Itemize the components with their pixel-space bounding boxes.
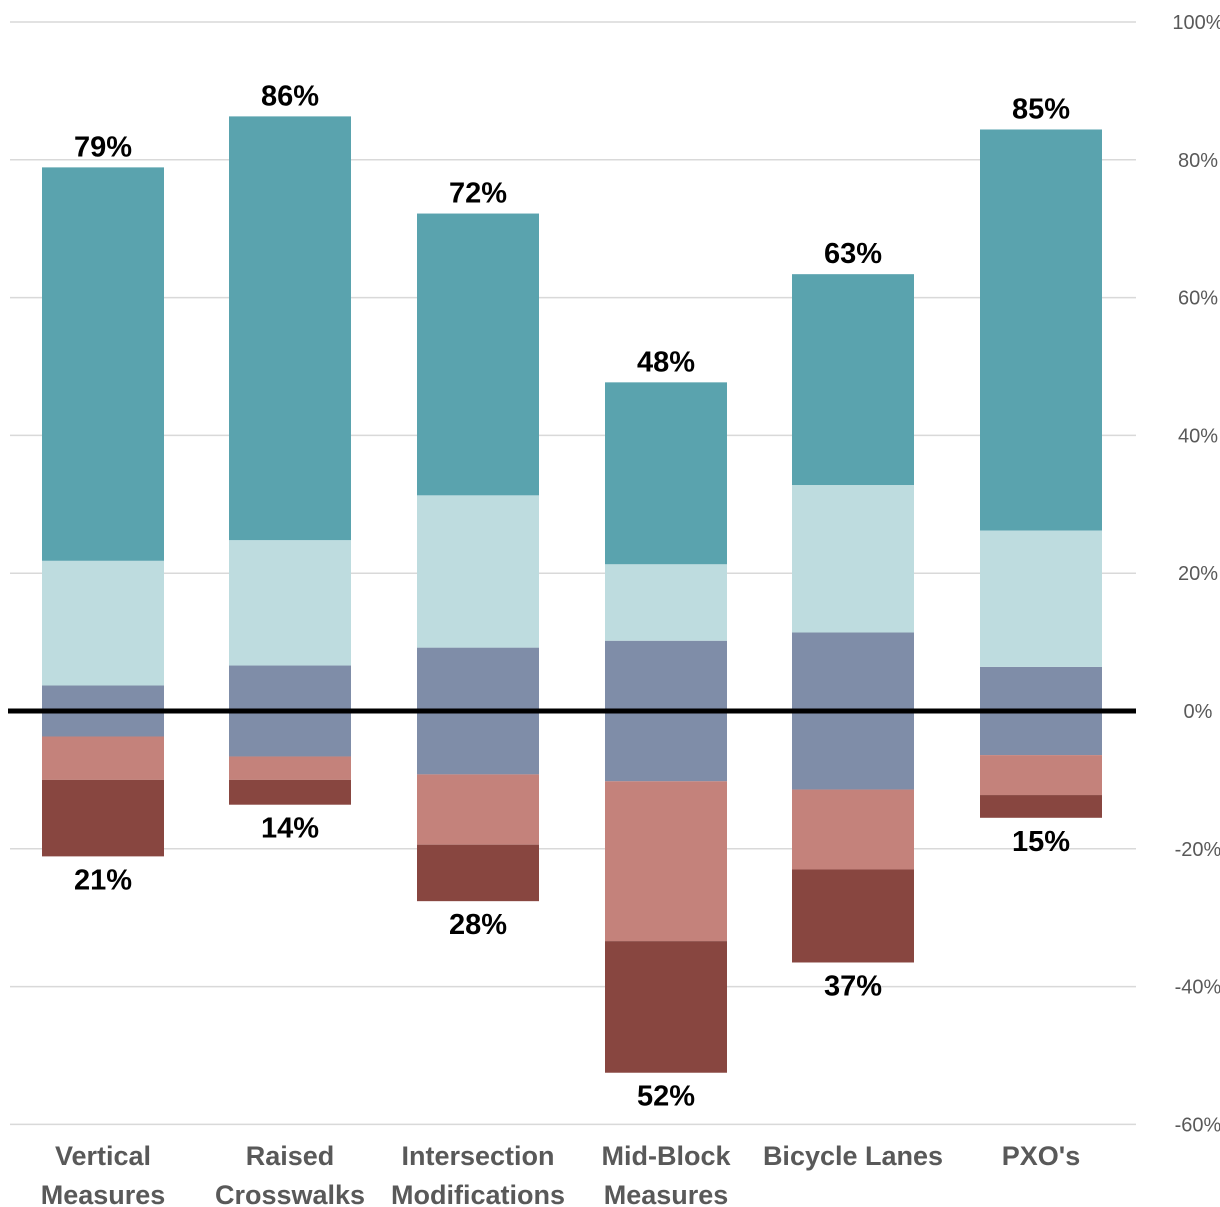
negative-total-label: 15% (1012, 826, 1070, 858)
x-axis-category-labels: Vertical Measures Raised Crosswalks Intersec… (41, 1141, 1081, 1207)
y-axis-tick-labels: 100% 80% 60% 40% 20% 0% -20% -40% -60% (1172, 12, 1220, 1136)
y-tick-label: 60% (1178, 288, 1218, 310)
y-tick-label: 20% (1178, 563, 1218, 585)
bar-segment-positive (605, 640, 727, 711)
bar-segment-positive (417, 213, 539, 496)
bar-segment-positive (792, 274, 914, 486)
bar-segment-negative (792, 869, 914, 963)
y-tick-label: 100% (1172, 12, 1220, 34)
bar-segment-positive (42, 685, 164, 711)
bar-segment-negative (605, 941, 727, 1073)
bar-segment-positive (605, 564, 727, 641)
bar-segment-positive (980, 530, 1102, 667)
y-tick-label: 80% (1178, 150, 1218, 172)
bar-segment-positive (417, 495, 539, 648)
bar-segment-positive (980, 666, 1102, 711)
bar-segment-positive (229, 540, 351, 666)
bar-segment-negative (417, 844, 539, 902)
category-label: Crosswalks (215, 1180, 365, 1207)
positive-total-label: 79% (74, 131, 132, 163)
bar-segment-positive (417, 647, 539, 711)
category-label: PXO's (1002, 1141, 1080, 1171)
y-tick-label: -60% (1175, 1114, 1220, 1136)
y-tick-label: 0% (1184, 701, 1213, 723)
negative-total-label: 52% (637, 1081, 695, 1113)
y-tick-label: -40% (1175, 977, 1220, 999)
bar-segment-positive (792, 632, 914, 711)
bar-segment-positive (792, 485, 914, 633)
category-label: Modifications (391, 1180, 565, 1207)
bar-segment-positive (229, 665, 351, 711)
positive-total-label: 48% (637, 346, 695, 378)
negative-total-label: 14% (261, 813, 319, 845)
bar-segment-positive (42, 560, 164, 686)
bar-segment-negative (417, 774, 539, 845)
bars (42, 116, 1102, 1073)
category-label: Raised (246, 1141, 335, 1171)
gridlines (10, 21, 1136, 1126)
bar-segment-positive (42, 167, 164, 561)
bar-segment-negative (42, 711, 164, 737)
bar-segment-negative (229, 711, 351, 757)
category-label: Mid-Block (601, 1141, 731, 1171)
bar-segment-negative (605, 781, 727, 942)
y-tick-label: -20% (1175, 839, 1220, 861)
bar-segment-positive (605, 382, 727, 565)
category-label: Measures (604, 1180, 729, 1207)
category-label: Measures (41, 1180, 166, 1207)
bar-segment-negative (792, 711, 914, 790)
bar-segment-negative (42, 736, 164, 780)
negative-total-label: 37% (824, 970, 882, 1002)
positive-total-label: 85% (1012, 93, 1070, 125)
positive-total-label: 63% (824, 238, 882, 270)
bar-segment-negative (42, 779, 164, 857)
bar-segment-negative (980, 711, 1102, 756)
category-label: Intersection (401, 1141, 554, 1171)
category-label: Vertical (55, 1141, 151, 1171)
category-label: Bicycle Lanes (763, 1141, 943, 1171)
data-labels: 79% 21% 86% 14% 72% 28% 48% 52% 63% 37% 85% 15% (74, 80, 1070, 1112)
bar-segment-negative (792, 789, 914, 870)
negative-total-label: 21% (74, 864, 132, 896)
bar-segment-positive (980, 129, 1102, 531)
bar-segment-positive (229, 116, 351, 541)
bar-segment-negative (417, 711, 539, 775)
y-tick-label: 40% (1178, 425, 1218, 447)
bar-segment-negative (980, 755, 1102, 796)
positive-total-label: 72% (449, 178, 507, 210)
bar-segment-negative (605, 711, 727, 782)
bar-segment-negative (229, 756, 351, 780)
bar-segment-negative (229, 779, 351, 805)
positive-total-label: 86% (261, 80, 319, 112)
negative-total-label: 28% (449, 909, 507, 941)
bar-segment-negative (980, 795, 1102, 818)
